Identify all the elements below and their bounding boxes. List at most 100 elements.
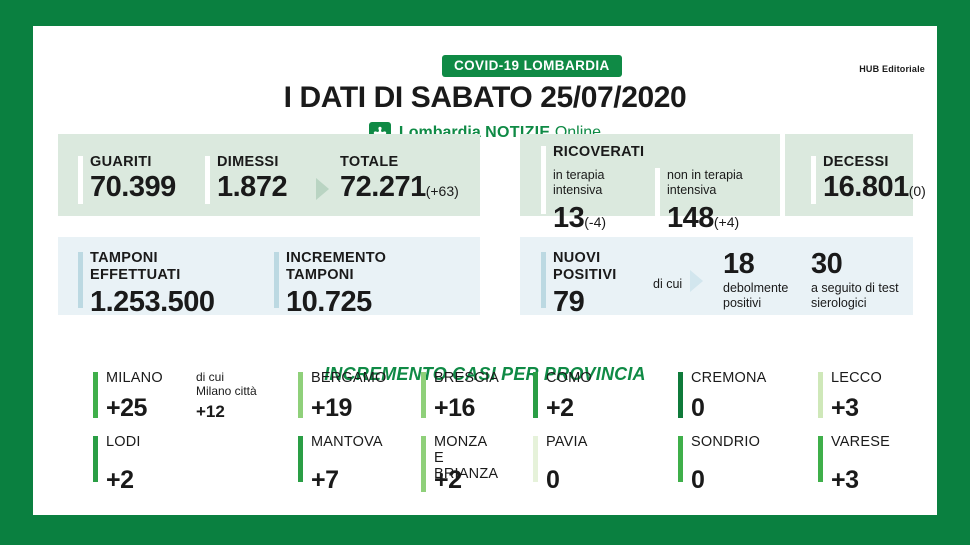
- province-bar: [678, 436, 683, 482]
- province-bar: [93, 372, 98, 418]
- province-name: MILANO: [106, 370, 163, 386]
- stat-totale: TOTALE 72.271(+63): [340, 154, 459, 207]
- decessi-bar: [811, 156, 816, 204]
- province-value: +2: [546, 394, 574, 422]
- stat-dimessi: DIMESSI 1.872: [205, 154, 288, 204]
- non-terapia-intensiva-value-wrap: 148(+4): [667, 202, 743, 238]
- nuovi-positivi-arrow-icon: [690, 270, 703, 292]
- covid-badge: COVID-19 LOMBARDIA: [442, 55, 622, 77]
- dimessi-label: DIMESSI: [217, 154, 279, 170]
- province-value: 0: [546, 466, 560, 494]
- province-bar: [818, 436, 823, 482]
- decessi-value-wrap: 16.801(0): [823, 171, 926, 207]
- province-value: +25: [106, 394, 147, 422]
- province-value: +3: [831, 466, 859, 494]
- stat-incremento-tamponi: INCREMENTO TAMPONI 10.725: [274, 250, 387, 318]
- milano-citta-label: di cui Milano città: [196, 370, 257, 398]
- tamponi-value: 1.253.500: [90, 286, 215, 318]
- non-terapia-intensiva-bar: [655, 168, 660, 228]
- stat-debolmente-positivi: 18 debolmente positivi: [723, 250, 788, 311]
- nuovi-positivi-di-cui-label: di cui: [653, 277, 683, 291]
- province-name: MANTOVA: [311, 434, 383, 450]
- dimessi-value: 1.872: [217, 171, 288, 203]
- province-name: SONDRIO: [691, 434, 761, 450]
- stat-tamponi-effettuati: TAMPONI EFFETTUATI 1.253.500: [78, 250, 215, 318]
- province-value: 0: [691, 394, 705, 422]
- ricoverati-bar: [541, 146, 546, 214]
- decessi-label: DECESSI: [823, 154, 889, 170]
- guariti-label: GUARITI: [90, 154, 152, 170]
- panel-ricoverati: [520, 134, 780, 216]
- terapia-intensiva-value-wrap: 13(-4): [553, 202, 606, 238]
- province-bar: [678, 372, 683, 418]
- stat-guariti: GUARITI 70.399: [78, 154, 176, 204]
- hub-editoriale-label: HUB Editoriale: [859, 64, 925, 74]
- decessi-delta: (0): [908, 183, 926, 199]
- province-name: LODI: [106, 434, 141, 450]
- nuovi-positivi-value: 79: [553, 286, 585, 318]
- milano-citta-sub: di cui Milano città +12: [196, 370, 257, 422]
- province-bar: [93, 436, 98, 482]
- province-bar: [818, 372, 823, 418]
- panel-decessi: [785, 134, 913, 216]
- terapia-intensiva-label: in terapia intensiva: [553, 168, 605, 197]
- nuovi-positivi-bar: [541, 252, 546, 308]
- guariti-bar: [78, 156, 83, 204]
- non-terapia-intensiva-delta: (+4): [713, 214, 740, 230]
- infographic-card: COVID-19 LOMBARDIA HUB Editoriale I DATI…: [33, 26, 937, 515]
- tamponi-label: TAMPONI EFFETTUATI: [90, 250, 181, 283]
- province-name: COMO: [546, 370, 592, 386]
- province-bar: [421, 436, 426, 492]
- panel-tamponi: [58, 237, 480, 315]
- province-value: +3: [831, 394, 859, 422]
- totale-label: TOTALE: [340, 154, 399, 170]
- test-sierologici-label: a seguito di test sierologici: [811, 281, 899, 310]
- province-name: BRESCIA: [434, 370, 500, 386]
- panel-guariti-totale: [58, 134, 480, 216]
- dimessi-bar: [205, 156, 210, 204]
- province-bar: [421, 372, 426, 418]
- totale-value-wrap: 72.271(+63): [340, 171, 459, 207]
- tamponi-bar: [78, 252, 83, 308]
- province-name: VARESE: [831, 434, 890, 450]
- province-value: +7: [311, 466, 339, 494]
- totale-delta: (+63): [425, 183, 459, 199]
- stat-terapia-intensiva: in terapia intensiva 13(-4): [553, 168, 606, 238]
- incremento-tamponi-bar: [274, 252, 279, 308]
- province-bar: [533, 372, 538, 418]
- province-bar: [533, 436, 538, 482]
- panel-nuovi-positivi: [520, 237, 913, 315]
- stat-decessi: DECESSI 16.801(0): [811, 154, 926, 207]
- test-sierologici-value: 30: [811, 248, 843, 280]
- guariti-value: 70.399: [90, 171, 176, 203]
- province-name: PAVIA: [546, 434, 588, 450]
- non-terapia-intensiva-value: 148: [667, 202, 714, 234]
- province-section-title: INCREMENTO CASI PER PROVINCIA: [324, 364, 646, 384]
- province-value: +16: [434, 394, 475, 422]
- province-name: LECCO: [831, 370, 882, 386]
- province-name: MONZA E BRIANZA: [434, 434, 499, 482]
- province-name: BERGAMO: [311, 370, 387, 386]
- stat-nuovi-positivi: NUOVI POSITIVI 79: [541, 250, 617, 318]
- province-name: CREMONA: [691, 370, 767, 386]
- incremento-tamponi-label: INCREMENTO TAMPONI: [286, 250, 387, 283]
- debolmente-positivi-value: 18: [723, 248, 755, 280]
- province-value: +2: [106, 466, 134, 494]
- milano-citta-value: +12: [196, 402, 225, 421]
- terapia-intensiva-value: 13: [553, 202, 585, 234]
- stat-test-sierologici: 30 a seguito di test sierologici: [811, 250, 899, 311]
- stat-ricoverati: RICOVERATI: [541, 144, 645, 214]
- province-bar: [298, 436, 303, 482]
- province-value: +19: [311, 394, 352, 422]
- province-value: 0: [691, 466, 705, 494]
- decessi-value: 16.801: [823, 171, 909, 203]
- debolmente-positivi-label: debolmente positivi: [723, 281, 789, 310]
- incremento-tamponi-value: 10.725: [286, 286, 372, 318]
- totale-arrow-icon: [316, 178, 329, 200]
- ricoverati-label: RICOVERATI: [553, 144, 645, 160]
- nuovi-positivi-label: NUOVI POSITIVI: [553, 250, 617, 283]
- province-bar: [298, 372, 303, 418]
- non-terapia-intensiva-label: non in terapia intensiva: [667, 168, 743, 197]
- terapia-intensiva-delta: (-4): [584, 214, 607, 230]
